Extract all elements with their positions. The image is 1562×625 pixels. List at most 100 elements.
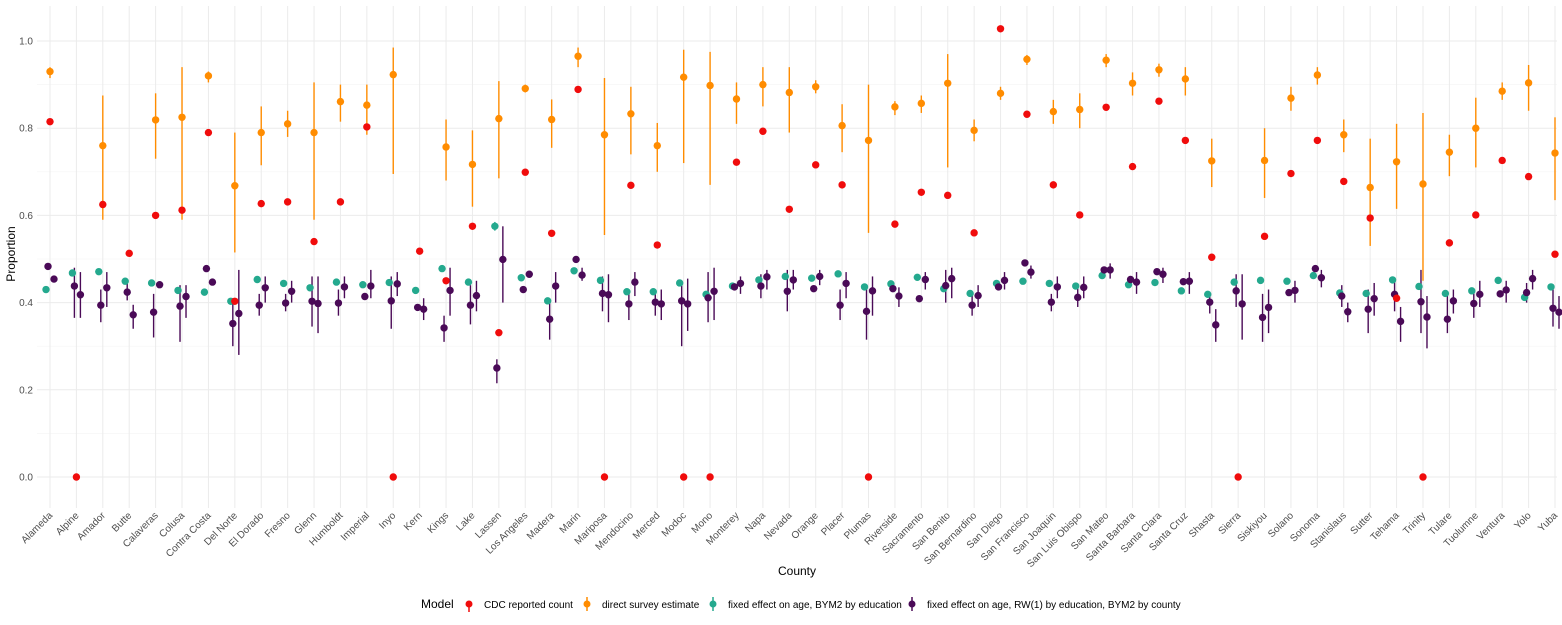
point-cdc-kern bbox=[415, 247, 424, 255]
point-direct-stanislaus bbox=[1340, 131, 1348, 139]
point-rw1b-santa-clara bbox=[1153, 267, 1161, 276]
point-rw1b-sonoma bbox=[1311, 264, 1320, 273]
point-direct-san-benito bbox=[944, 79, 952, 87]
point-direct-napa bbox=[759, 80, 767, 89]
point-bym2-calaveras bbox=[147, 279, 156, 287]
point-rw1b-san-diego bbox=[994, 283, 1003, 291]
point-rw1-sierra bbox=[1238, 300, 1246, 308]
point-rw1-inyo bbox=[393, 280, 401, 288]
point-rw1-san-joaquin bbox=[1053, 283, 1062, 291]
x-tick-label-kern: Kern bbox=[402, 510, 425, 533]
point-bym2-nevada bbox=[781, 272, 789, 281]
point-rw1-napa bbox=[763, 273, 771, 281]
point-cdc-riverside bbox=[891, 220, 899, 228]
point-cdc-mono bbox=[706, 473, 714, 481]
point-cdc-inyo bbox=[389, 473, 397, 481]
point-cdc-napa bbox=[759, 127, 767, 135]
point-direct-trinity bbox=[1419, 180, 1427, 188]
point-bym2-sacramento bbox=[913, 273, 922, 282]
legend-key-point-bym2 bbox=[709, 600, 717, 608]
point-bym2-alpine bbox=[68, 269, 77, 277]
x-tick-label-amador: Amador bbox=[75, 510, 108, 543]
point-bym2-lassen bbox=[491, 222, 499, 230]
point-cdc-glenn bbox=[310, 237, 318, 246]
point-cdc-sutter bbox=[1366, 214, 1374, 222]
point-rw1-siskiyou bbox=[1264, 303, 1273, 312]
legend-label-rw1: fixed effect on age, RW(1) by education,… bbox=[927, 600, 1181, 611]
point-rw1-amador bbox=[103, 284, 111, 292]
y-axis: 0.0 0.2 0.4 0.6 0.8 1.0 bbox=[19, 37, 33, 484]
point-bym2-alameda bbox=[42, 285, 50, 294]
point-bym2-san-mateo bbox=[1098, 271, 1106, 280]
point-bym2-tuolumne bbox=[1468, 287, 1476, 295]
point-rw1-alameda bbox=[50, 275, 58, 283]
x-axis-title: County bbox=[778, 564, 816, 578]
point-rw1b-santa-cruz bbox=[1179, 277, 1188, 286]
point-direct-contra-costa bbox=[204, 72, 213, 80]
point-bym2-siskiyou bbox=[1256, 276, 1265, 285]
point-rw1-tulare bbox=[1449, 297, 1458, 305]
point-rw1-solano bbox=[1291, 286, 1299, 295]
point-direct-orange bbox=[812, 83, 820, 91]
point-direct-tuolumne bbox=[1472, 124, 1480, 132]
point-rw1b-mendocino bbox=[625, 300, 633, 308]
point-cdc-tehama bbox=[1392, 294, 1401, 302]
point-direct-san-bernardino bbox=[970, 126, 978, 135]
point-bym2-solano bbox=[1283, 277, 1291, 285]
point-cdc-tuolumne bbox=[1472, 211, 1480, 219]
point-bym2-shasta bbox=[1204, 290, 1212, 299]
legend: Model CDC reported count direct survey e… bbox=[421, 597, 1181, 612]
point-cdc-yuba bbox=[1551, 250, 1559, 258]
point-cdc-sonoma bbox=[1313, 136, 1322, 145]
point-rw1b-tuolumne bbox=[1470, 299, 1478, 308]
point-direct-sonoma bbox=[1313, 71, 1322, 79]
point-rw1-monterey bbox=[736, 279, 745, 288]
point-rw1-stanislaus bbox=[1344, 308, 1352, 316]
y-tick-label: 0.2 bbox=[19, 385, 33, 396]
point-rw1-mariposa bbox=[604, 291, 613, 299]
point-direct-humboldt bbox=[336, 97, 345, 106]
x-tick-label-alameda: Alameda bbox=[19, 510, 55, 546]
grid-layer bbox=[37, 6, 1557, 508]
point-rw1b-siskiyou bbox=[1258, 313, 1267, 322]
point-bym2-tehama bbox=[1388, 276, 1397, 284]
point-direct-los-angeles bbox=[521, 84, 529, 93]
point-rw1-fresno bbox=[287, 287, 296, 295]
point-bym2-lake bbox=[464, 278, 473, 286]
x-tick-label-shasta: Shasta bbox=[1187, 510, 1217, 540]
point-rw1-butte bbox=[129, 311, 137, 319]
point-direct-yuba bbox=[1551, 149, 1559, 157]
point-rw1b-imperial bbox=[361, 292, 369, 301]
point-rw1b-trinity bbox=[1417, 298, 1425, 306]
point-bym2-merced bbox=[649, 288, 657, 296]
point-cdc-san-bernardino bbox=[970, 229, 978, 237]
point-rw1-del-norte bbox=[235, 309, 243, 318]
point-cdc-san-joaquin bbox=[1049, 181, 1058, 189]
point-rw1b-shasta bbox=[1206, 298, 1214, 306]
legend-key-point-direct bbox=[583, 600, 591, 608]
point-bym2-amador bbox=[95, 267, 103, 276]
point-cdc-san-benito bbox=[944, 191, 952, 200]
point-cdc-madera bbox=[547, 229, 556, 237]
point-cdc-siskiyou bbox=[1260, 232, 1269, 241]
point-direct-lake bbox=[468, 160, 477, 169]
point-rw1-yuba bbox=[1555, 308, 1562, 316]
point-rw1b-los-angeles bbox=[519, 285, 527, 294]
point-cdc-orange bbox=[812, 161, 820, 169]
point-rw1-trinity bbox=[1423, 313, 1431, 321]
point-direct-nevada bbox=[785, 88, 793, 97]
point-rw1b-del-norte bbox=[229, 319, 237, 328]
point-rw1-kern bbox=[419, 305, 428, 313]
point-direct-sacramento bbox=[917, 99, 926, 108]
point-direct-san-joaquin bbox=[1049, 107, 1058, 116]
point-rw1-imperial bbox=[367, 282, 375, 290]
point-rw1-colusa bbox=[182, 292, 190, 301]
point-direct-calaveras bbox=[151, 116, 160, 124]
x-tick-label-imperial: Imperial bbox=[339, 510, 372, 543]
point-rw1-glenn bbox=[314, 299, 322, 308]
point-bym2-colusa bbox=[174, 286, 182, 295]
x-tick-label-nevada: Nevada bbox=[762, 510, 794, 542]
point-rw1-tehama bbox=[1396, 317, 1405, 326]
point-bym2-orange bbox=[808, 274, 816, 282]
point-cdc-nevada bbox=[785, 205, 793, 213]
